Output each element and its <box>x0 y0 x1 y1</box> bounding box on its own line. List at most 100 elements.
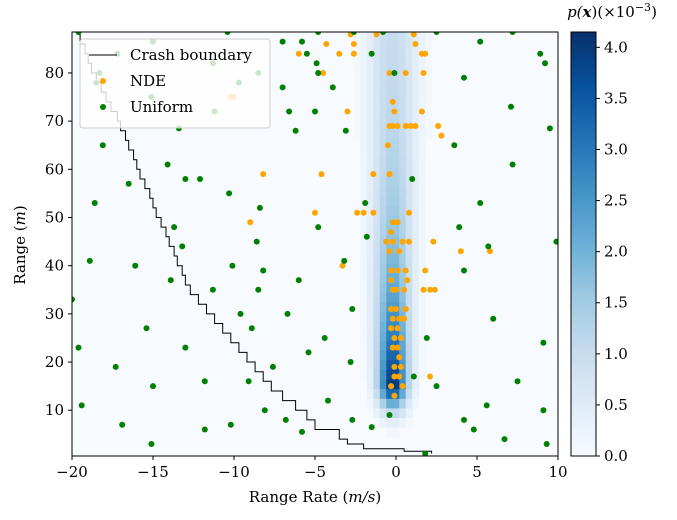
heatmap-cell <box>373 234 381 245</box>
heatmap-cell <box>366 99 374 110</box>
nde-point <box>295 50 302 57</box>
heatmap-cell <box>360 350 368 361</box>
colorbar-title-p: p( <box>567 3 584 21</box>
heatmap-cell <box>379 340 387 351</box>
legend-label-uniform: Uniform <box>130 98 193 116</box>
heatmap-cell <box>379 282 387 293</box>
heatmap-cell <box>366 330 374 341</box>
heatmap-cell <box>418 234 426 245</box>
heatmap-cell <box>360 147 368 158</box>
y-tick-label: 70 <box>45 112 64 130</box>
uniform-point <box>282 416 289 423</box>
nde-point <box>260 171 267 178</box>
nde-point <box>388 229 395 235</box>
nde-point <box>394 123 401 129</box>
heatmap-cell <box>373 388 381 399</box>
y-axis-label-main: Range ( <box>11 225 29 284</box>
nde-point <box>396 354 403 361</box>
heatmap-cell <box>379 301 387 313</box>
nde-point <box>336 50 343 57</box>
heatmap-cell <box>399 138 407 149</box>
heatmap-cell <box>412 157 420 168</box>
heatmap-cell <box>360 60 368 72</box>
heatmap-cell <box>392 350 400 361</box>
heatmap-cell <box>386 41 394 52</box>
heatmap-cell <box>386 282 394 293</box>
heatmap-cell <box>366 109 374 120</box>
heatmap-cell <box>386 51 394 62</box>
colorbar-title: p(x)(×10−3) <box>567 1 657 21</box>
heatmap-cell <box>366 80 374 91</box>
heatmap-cell <box>399 388 407 399</box>
heatmap-cell <box>386 128 394 139</box>
nde-point <box>406 209 412 216</box>
heatmap-cell <box>360 80 368 91</box>
heatmap-cell <box>373 282 381 293</box>
heatmap-cell <box>373 118 381 129</box>
y-axis-ticks: 10 20 30 40 50 60 70 80 <box>45 64 72 419</box>
heatmap-cell <box>392 234 400 245</box>
uniform-point <box>292 127 299 134</box>
heatmap-cell <box>366 321 374 332</box>
heatmap-cell <box>412 32 420 43</box>
heatmap-cell <box>399 205 407 216</box>
nde-point <box>350 41 357 47</box>
heatmap-cell <box>366 311 374 322</box>
heatmap-cell <box>405 359 413 370</box>
uniform-point <box>227 421 234 428</box>
heatmap-cell <box>412 138 420 149</box>
uniform-point <box>86 257 93 264</box>
heatmap-cell <box>412 340 420 351</box>
heatmap-cell <box>392 253 400 264</box>
heatmap-cell <box>366 60 374 72</box>
heatmap-cell <box>386 157 394 168</box>
uniform-point <box>237 310 244 317</box>
uniform-point <box>201 426 208 433</box>
heatmap-cell <box>379 32 387 43</box>
colorbar-title-close: ) <box>651 3 657 21</box>
heatmap-cell <box>360 292 368 303</box>
heatmap-cell <box>360 282 368 293</box>
heatmap-cell <box>373 350 381 361</box>
uniform-point <box>543 441 550 447</box>
heatmap-cell <box>392 186 400 197</box>
heatmap-cell <box>418 330 426 341</box>
heatmap-cell <box>366 253 374 264</box>
uniform-point <box>537 50 544 57</box>
heatmap-cell <box>373 292 381 303</box>
uniform-point <box>132 262 139 269</box>
heatmap-cell <box>412 282 420 293</box>
heatmap-cell <box>386 176 394 187</box>
colorbar-gradient <box>570 31 597 457</box>
colorbar-tick-label: 1.0 <box>604 345 628 363</box>
heatmap-cell <box>418 118 426 129</box>
heatmap-cell <box>418 311 426 322</box>
heatmap-cell <box>405 157 413 168</box>
heatmap-cell <box>425 128 433 139</box>
heatmap-cell <box>405 369 413 380</box>
uniform-point <box>305 349 312 356</box>
heatmap-cell <box>405 340 413 351</box>
nde-point <box>396 315 403 322</box>
heatmap-cell <box>405 350 413 361</box>
nde-point <box>435 123 442 129</box>
heatmap-cell <box>386 109 394 120</box>
heatmap-cell <box>399 215 407 226</box>
heatmap-cell <box>379 330 387 341</box>
heatmap-cell <box>373 330 381 341</box>
heatmap-cell <box>373 41 381 52</box>
heatmap-cell <box>418 41 426 52</box>
heatmap-cell <box>405 89 413 101</box>
heatmap-cell <box>412 80 420 91</box>
heatmap-cell <box>379 417 387 428</box>
heatmap-cell <box>405 128 413 139</box>
nde-point <box>389 123 396 129</box>
nde-point <box>389 219 396 226</box>
heatmap-cell <box>353 32 361 43</box>
heatmap-cell <box>405 330 413 341</box>
heatmap-cell <box>360 224 368 235</box>
uniform-point <box>509 32 516 35</box>
nde-point <box>312 209 318 216</box>
nde-point <box>401 315 408 322</box>
